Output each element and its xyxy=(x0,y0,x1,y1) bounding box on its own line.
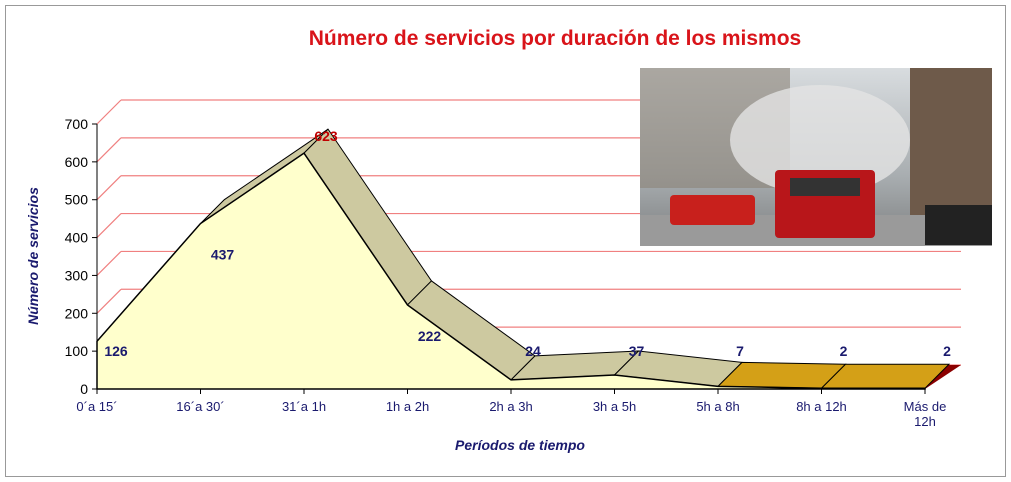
x-tick-label: 0´a 15´ xyxy=(76,399,118,414)
y-tick-label: 200 xyxy=(65,305,89,321)
x-tick-label-box: 0´a 15´ xyxy=(76,399,118,414)
x-tick-label-box: 16´a 30´ xyxy=(176,399,225,414)
grid-diagonal xyxy=(96,175,122,201)
photo xyxy=(640,68,992,246)
data-label: 7 xyxy=(736,343,744,359)
grid-diagonal xyxy=(96,99,122,125)
x-tick-label-box: 2h a 3h xyxy=(489,399,533,414)
x-tick-label: 2h a 3h xyxy=(489,399,533,414)
x-axis-label: Períodos de tiempo xyxy=(455,437,585,453)
x-tick-label: Más de 12h xyxy=(903,399,947,429)
grid-diagonal xyxy=(96,288,122,314)
data-label: 2 xyxy=(840,343,848,359)
y-tick-label: 400 xyxy=(65,230,89,246)
y-tick-label: 500 xyxy=(65,192,89,208)
data-label: 437 xyxy=(211,247,235,263)
y-tick-label: 100 xyxy=(65,343,89,359)
data-label: 222 xyxy=(418,328,442,344)
x-tick-label: 3h a 5h xyxy=(592,399,637,414)
x-tick-label: 8h a 12h xyxy=(796,399,847,414)
data-label: 24 xyxy=(525,343,541,359)
area-front xyxy=(96,152,926,390)
y-tick-label: 300 xyxy=(65,267,89,283)
y-tick-label: 700 xyxy=(65,116,89,132)
x-tick-label: 5h a 8h xyxy=(696,399,740,414)
y-tick-label: 600 xyxy=(65,154,89,170)
x-tick-label-box: Más de 12h xyxy=(903,399,947,429)
plot-area: 0 100 200 300 400 500 600 700 126 0´a 15´ 437 16´a … xyxy=(65,116,961,429)
grid-diagonal xyxy=(96,251,122,276)
x-tick-label-box: 8h a 12h xyxy=(796,399,847,414)
grid-diagonal xyxy=(96,137,122,163)
chart-title: Número de servicios por duración de los … xyxy=(309,27,801,50)
data-label: 623 xyxy=(314,128,338,144)
x-tick-label-box: 3h a 5h xyxy=(592,399,637,414)
x-tick-label-box: 31´a 1h xyxy=(281,399,327,414)
x-tick-label: 1h a 2h xyxy=(385,399,430,414)
y-axis-label: Número de servicios xyxy=(25,187,41,325)
grid-diagonal xyxy=(96,213,122,238)
y-tick-label: 0 xyxy=(80,381,88,397)
x-tick-label: 31´a 1h xyxy=(281,399,327,414)
data-label: 126 xyxy=(104,343,128,359)
x-tick-label-box: 1h a 2h xyxy=(385,399,430,414)
data-label: 37 xyxy=(629,343,645,359)
x-tick-label-box: 5h a 8h xyxy=(696,399,740,414)
x-tick-label: 16´a 30´ xyxy=(176,399,225,414)
data-label: 2 xyxy=(943,343,951,359)
